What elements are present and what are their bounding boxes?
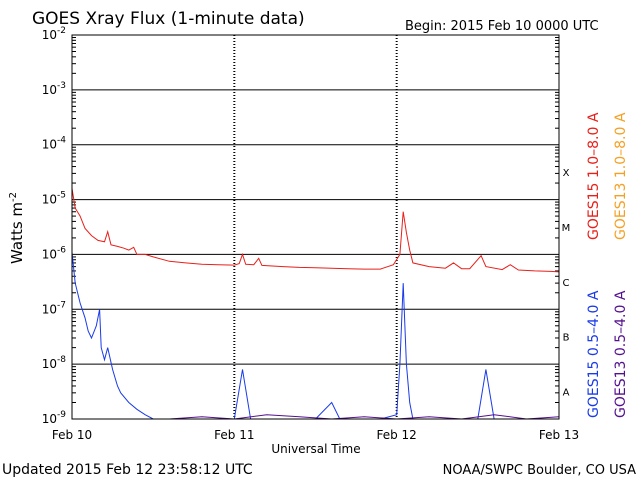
begin-label: Begin: 2015 Feb 10 0000 UTC <box>405 19 599 34</box>
legend-entry: GOES15 0.5–4.0 A <box>586 290 602 418</box>
y-tick-label: 10-3 <box>42 81 66 97</box>
y-tick-label: 10-8 <box>42 355 67 371</box>
flare-class-label: A <box>563 388 570 399</box>
legend-entry: GOES13 0.5–4.0 A <box>613 290 629 418</box>
y-axis-label-text: Watts m <box>8 202 26 264</box>
x-tick-label: Feb 10 <box>52 428 92 442</box>
plot-frame <box>71 34 560 420</box>
y-tick-labels: 10-2 10-3 10-4 10-5 10-6 10-7 10-8 10-9 <box>42 26 67 426</box>
flare-class-label: B <box>563 333 570 344</box>
y-tick-label: 10-7 <box>42 300 66 316</box>
credit-label: NOAA/SWPC Boulder, CO USA <box>443 463 636 478</box>
x-tick-label: Feb 11 <box>214 428 254 442</box>
legend-entry: GOES15 1.0–8.0 A <box>586 112 602 240</box>
flare-class-labels: X M C B A <box>562 168 571 398</box>
y-tick-label: 10-6 <box>42 245 67 261</box>
series-line-3 <box>169 414 560 420</box>
series-line-2 <box>71 252 559 420</box>
y-tick-label: 10-2 <box>42 26 66 42</box>
y-axis-label-exponent: -2 <box>8 192 19 202</box>
x-tick-label: Feb 12 <box>376 428 416 442</box>
legend-entry: GOES13 1.0–8.0 A <box>613 112 629 240</box>
y-tick-label: 10-9 <box>42 410 67 426</box>
x-axis-label: Universal Time <box>271 442 360 456</box>
x-tick-label: Feb 13 <box>539 428 579 442</box>
flare-class-label: X <box>563 168 570 179</box>
y-tick-label: 10-4 <box>42 136 67 152</box>
flare-class-label: M <box>562 223 571 234</box>
series-line-0 <box>71 188 560 273</box>
chart-title: GOES Xray Flux (1-minute data) <box>32 9 305 29</box>
grid-layer <box>72 35 559 419</box>
legend: GOES15 1.0–8.0 A GOES13 1.0–8.0 A GOES15 0… <box>586 112 629 418</box>
y-axis-label: Watts m-2 <box>8 192 26 264</box>
x-tick-labels: Feb 10 Feb 11 Feb 12 Feb 13 <box>52 428 579 442</box>
flare-class-label: C <box>563 278 570 289</box>
updated-timestamp: Updated 2015 Feb 12 23:58:12 UTC <box>2 462 253 478</box>
series-layer <box>71 188 560 420</box>
y-tick-label: 10-5 <box>42 191 66 207</box>
